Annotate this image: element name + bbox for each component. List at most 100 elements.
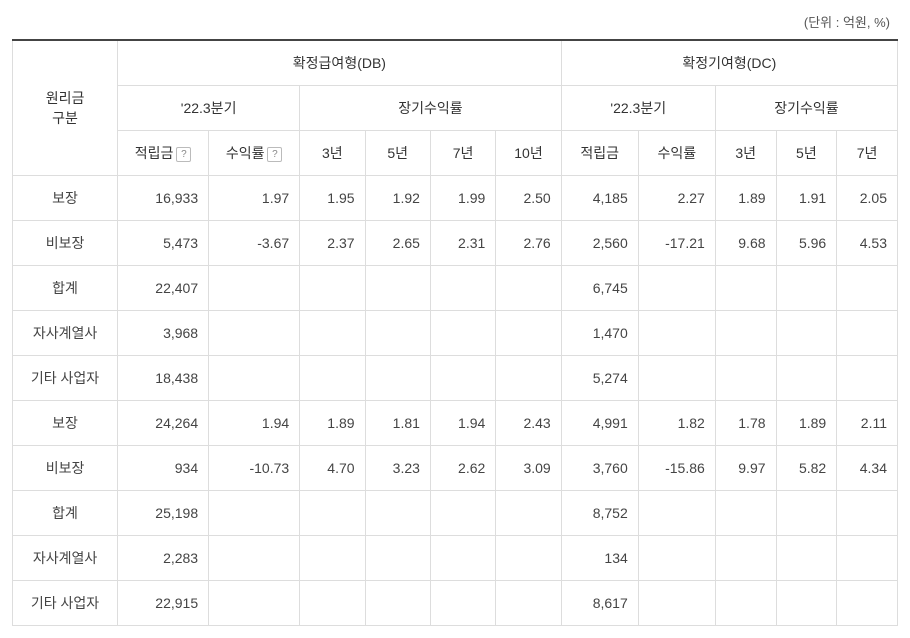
col-db-deposit-label: 적립금 <box>135 145 174 161</box>
row-label: 합계 <box>13 266 118 311</box>
row-label: 비보장 <box>13 446 118 491</box>
cell-db3 <box>300 266 365 311</box>
cell-db10: 2.50 <box>496 176 561 221</box>
cell-dc5 <box>776 356 837 401</box>
col-db-deposit: 적립금? <box>118 131 209 176</box>
row-label: 보장 <box>13 176 118 221</box>
cell-db5: 3.23 <box>365 446 430 491</box>
cell-db3: 1.89 <box>300 401 365 446</box>
cell-db_dep: 24,264 <box>118 401 209 446</box>
cell-dc_dep: 134 <box>561 536 638 581</box>
cell-dc7 <box>837 536 898 581</box>
help-icon[interactable]: ? <box>176 147 191 162</box>
cell-db_ret <box>209 356 300 401</box>
cell-db7 <box>430 356 495 401</box>
cell-dc7: 2.05 <box>837 176 898 221</box>
col-dc-deposit: 적립금 <box>561 131 638 176</box>
col-db-y10: 10년 <box>496 131 561 176</box>
cell-db7 <box>430 266 495 311</box>
col-db-quarter: '22.3분기 <box>118 86 300 131</box>
cell-db_ret: -3.67 <box>209 221 300 266</box>
cell-db10 <box>496 266 561 311</box>
cell-db_dep: 2,283 <box>118 536 209 581</box>
col-dc-quarter: '22.3분기 <box>561 86 715 131</box>
row-label: 자사계열사 <box>13 536 118 581</box>
cell-db_dep: 934 <box>118 446 209 491</box>
cell-db5 <box>365 491 430 536</box>
table-row: 합계22,4076,745 <box>13 266 898 311</box>
cell-dc7 <box>837 356 898 401</box>
cell-db5: 2.65 <box>365 221 430 266</box>
cell-dc3 <box>715 491 776 536</box>
cell-dc_dep: 2,560 <box>561 221 638 266</box>
cell-dc5: 5.96 <box>776 221 837 266</box>
cell-db_dep: 16,933 <box>118 176 209 221</box>
cell-db3 <box>300 491 365 536</box>
cell-db_ret <box>209 536 300 581</box>
table-row: 자사계열사3,9681,470 <box>13 311 898 356</box>
row-label: 기타 사업자 <box>13 356 118 401</box>
row-label: 비보장 <box>13 221 118 266</box>
cell-db_ret: -10.73 <box>209 446 300 491</box>
row-label: 기타 사업자 <box>13 581 118 626</box>
col-db-rate: 수익률? <box>209 131 300 176</box>
help-icon[interactable]: ? <box>267 147 282 162</box>
cell-dc_ret <box>638 581 715 626</box>
cell-dc5 <box>776 581 837 626</box>
cell-db5 <box>365 536 430 581</box>
cell-db10 <box>496 491 561 536</box>
cell-db_ret <box>209 581 300 626</box>
cell-dc5 <box>776 491 837 536</box>
cell-db3: 1.95 <box>300 176 365 221</box>
unit-note: (단위 : 억원, %) <box>12 12 898 31</box>
cell-dc5: 1.91 <box>776 176 837 221</box>
table-row: 합계25,1988,752 <box>13 491 898 536</box>
col-group-dc: 확정기여형(DC) <box>561 40 897 86</box>
cell-db7 <box>430 581 495 626</box>
cell-db10 <box>496 536 561 581</box>
cell-dc_dep: 4,991 <box>561 401 638 446</box>
table-row: 보장16,9331.971.951.921.992.504,1852.271.8… <box>13 176 898 221</box>
cell-db10: 2.43 <box>496 401 561 446</box>
cell-db_ret: 1.94 <box>209 401 300 446</box>
cell-dc7: 2.11 <box>837 401 898 446</box>
cell-dc_ret <box>638 266 715 311</box>
col-db-y7: 7년 <box>430 131 495 176</box>
cell-db_ret <box>209 266 300 311</box>
cell-dc5: 5.82 <box>776 446 837 491</box>
row-header-line2: 구분 <box>52 110 78 126</box>
cell-dc_dep: 3,760 <box>561 446 638 491</box>
cell-db3 <box>300 536 365 581</box>
col-dc-y7: 7년 <box>837 131 898 176</box>
row-header-line1: 원리금 <box>46 90 85 106</box>
cell-dc3: 1.78 <box>715 401 776 446</box>
col-db-y3: 3년 <box>300 131 365 176</box>
cell-db_ret <box>209 311 300 356</box>
cell-dc7 <box>837 581 898 626</box>
cell-db5: 1.81 <box>365 401 430 446</box>
cell-db7: 1.99 <box>430 176 495 221</box>
col-db-y5: 5년 <box>365 131 430 176</box>
cell-dc5 <box>776 311 837 356</box>
cell-db_ret: 1.97 <box>209 176 300 221</box>
col-db-longterm: 장기수익률 <box>300 86 562 131</box>
table-row: 보장24,2641.941.891.811.942.434,9911.821.7… <box>13 401 898 446</box>
table-row: 기타 사업자18,4385,274 <box>13 356 898 401</box>
cell-db5 <box>365 266 430 311</box>
cell-dc3: 9.68 <box>715 221 776 266</box>
cell-dc5 <box>776 536 837 581</box>
cell-db3: 4.70 <box>300 446 365 491</box>
cell-db_dep: 18,438 <box>118 356 209 401</box>
table-row: 비보장5,473-3.672.372.652.312.762,560-17.21… <box>13 221 898 266</box>
cell-db5 <box>365 311 430 356</box>
cell-db_dep: 25,198 <box>118 491 209 536</box>
cell-db7 <box>430 536 495 581</box>
cell-db5 <box>365 356 430 401</box>
row-label: 보장 <box>13 401 118 446</box>
col-dc-rate: 수익률 <box>638 131 715 176</box>
cell-db10 <box>496 311 561 356</box>
cell-dc3: 1.89 <box>715 176 776 221</box>
col-group-db: 확정급여형(DB) <box>118 40 562 86</box>
cell-db10 <box>496 356 561 401</box>
cell-dc3 <box>715 266 776 311</box>
